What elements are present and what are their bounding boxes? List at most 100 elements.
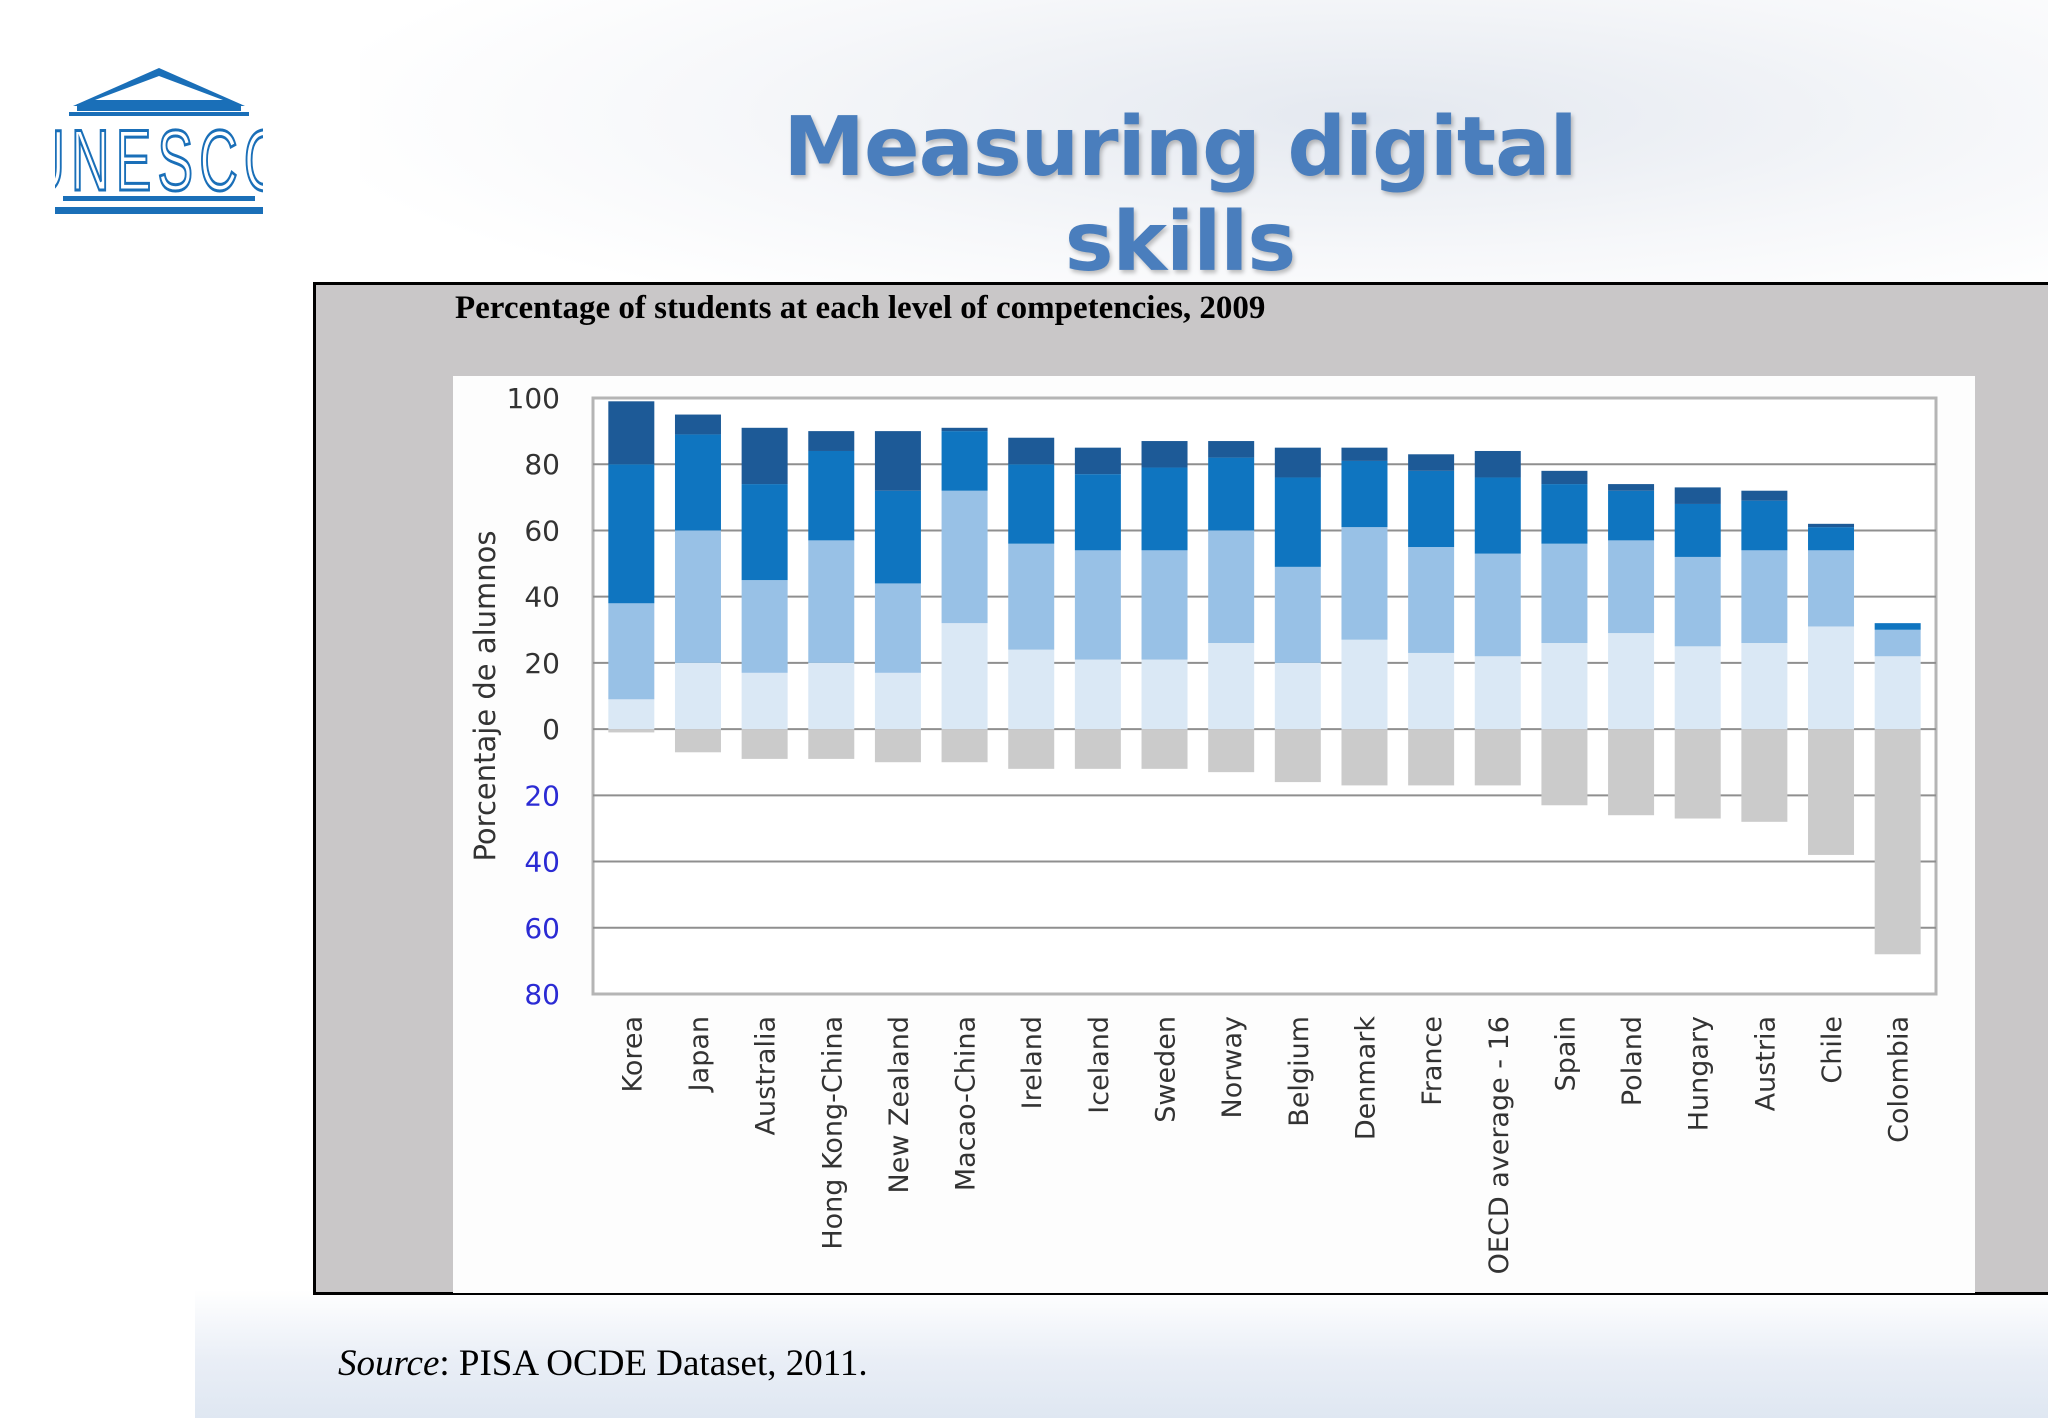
- bar-segment-below-baseline: [1074, 729, 1121, 769]
- bar-segment-level-mid: [1808, 550, 1855, 627]
- bar-segment-level-mid: [1541, 543, 1588, 644]
- bar-segment-level-top: [1608, 484, 1655, 491]
- bar-segment-level-high: [1674, 503, 1721, 557]
- bar-segment-level-top: [1408, 454, 1455, 471]
- x-tick-label: Australia: [751, 1016, 782, 1135]
- x-tick-label: Norway: [1217, 1016, 1248, 1118]
- y-tick-label: 40: [524, 846, 560, 879]
- bar-segment-below-baseline: [874, 729, 921, 763]
- x-tick-label: New Zealand: [884, 1016, 915, 1193]
- bar-segment-level-mid: [1341, 527, 1388, 640]
- slide-title: Measuring digital skills: [783, 100, 1577, 290]
- bar-segment-level-low: [874, 672, 921, 730]
- y-tick-label: 40: [524, 581, 560, 614]
- bar-segment-level-high: [1008, 464, 1055, 544]
- y-tick-label: 20: [524, 779, 560, 812]
- bar-segment-level-top: [1674, 487, 1721, 504]
- x-tick-label: Spain: [1550, 1016, 1581, 1091]
- x-tick-label: Chile: [1817, 1016, 1848, 1084]
- x-tick-label: Hong Kong-China: [817, 1016, 848, 1250]
- bar-segment-level-top: [1008, 437, 1055, 465]
- bar-segment-below-baseline: [1274, 729, 1321, 783]
- bar-segment-below-baseline: [608, 729, 655, 733]
- plot-frame: [591, 396, 1938, 996]
- bar-segment-level-mid: [1008, 543, 1055, 650]
- bar-segment-level-top: [674, 414, 721, 435]
- stacked-bar-chart: 100 80 60 40 20 0 20 40 60 80 Porcentaje de alumno…: [453, 376, 1975, 1293]
- bar-segment-level-mid: [1674, 556, 1721, 647]
- bar-segment-level-mid: [674, 530, 721, 663]
- bar-segment-level-top: [1474, 450, 1521, 478]
- bar-segment-below-baseline: [1741, 729, 1788, 822]
- bar-segment-level-low: [808, 662, 855, 730]
- bar-segment-below-baseline: [741, 729, 788, 759]
- bar-segment-level-high: [674, 434, 721, 531]
- bar-segment-level-mid: [1741, 550, 1788, 644]
- bar-segment-below-baseline: [808, 729, 855, 759]
- x-tick-label: Belgium: [1284, 1016, 1315, 1127]
- bar-segment-below-baseline: [1808, 729, 1855, 855]
- bar-segment-below-baseline: [1541, 729, 1588, 806]
- bar-segment-level-high: [741, 484, 788, 581]
- x-tick-label: Iceland: [1084, 1016, 1115, 1114]
- x-tick-label: OECD average - 16: [1484, 1016, 1515, 1274]
- bar-segment-below-baseline: [674, 729, 721, 753]
- bar-segment-level-high: [1141, 467, 1188, 551]
- y-tick-label: 100: [507, 382, 560, 415]
- bar-segment-level-high: [1274, 477, 1321, 567]
- bar-segment-level-high: [1408, 470, 1455, 547]
- x-tick-label: Austria: [1750, 1016, 1781, 1111]
- x-tick-label: Hungary: [1684, 1016, 1715, 1131]
- bar-segment-level-high: [1808, 527, 1855, 551]
- bar-segment-below-baseline: [941, 729, 988, 763]
- bar-segment-level-mid: [1208, 530, 1255, 644]
- x-tick-label: France: [1417, 1016, 1448, 1106]
- bar-segment-level-low: [941, 623, 988, 730]
- bar-segment-below-baseline: [1408, 729, 1455, 786]
- bar-segment-level-high: [1208, 457, 1255, 531]
- x-tick-label: Korea: [617, 1016, 648, 1093]
- y-axis-label: Porcentaje de alumnos: [468, 530, 502, 861]
- bar-segment-level-top: [1741, 490, 1788, 501]
- bar-segment-level-mid: [1874, 629, 1921, 657]
- bar-segment-level-high: [1874, 623, 1921, 630]
- bar-segment-level-mid: [874, 583, 921, 673]
- y-tick-label: 0: [542, 713, 560, 746]
- bar-segment-level-mid: [1274, 566, 1321, 663]
- bar-segment-level-mid: [1408, 547, 1455, 653]
- x-tick-label: Sweden: [1151, 1016, 1182, 1123]
- y-tick-label: 20: [524, 647, 560, 680]
- y-tick-label: 60: [524, 514, 560, 547]
- bar-segment-level-low: [608, 699, 655, 730]
- source-label: Source: [338, 1343, 440, 1384]
- unesco-logo: UNESCO: [55, 68, 263, 214]
- bar-segment-level-mid: [1474, 553, 1521, 657]
- bar-segment-level-high: [941, 431, 988, 491]
- bar-segment-level-top: [1141, 441, 1188, 468]
- bar-segment-level-top: [1808, 523, 1855, 528]
- bar-segment-below-baseline: [1008, 729, 1055, 769]
- bar-segment-level-mid: [608, 603, 655, 700]
- bar-segment-level-top: [808, 431, 855, 451]
- bar-segment-level-top: [1274, 447, 1321, 478]
- bar-segment-below-baseline: [1874, 729, 1921, 955]
- bar-segment-level-low: [1541, 643, 1588, 730]
- background-bottom-band: [195, 1290, 2048, 1418]
- bar-segment-level-high: [1741, 500, 1788, 551]
- bar-segment-level-low: [1074, 659, 1121, 730]
- bar-segment-level-high: [1608, 490, 1655, 541]
- bar-segment-level-low: [1208, 643, 1255, 730]
- bar-segment-level-mid: [808, 540, 855, 663]
- bar-segment-level-low: [1808, 626, 1855, 730]
- bar-segment-level-low: [674, 662, 721, 730]
- bar-segment-level-top: [941, 427, 988, 432]
- bar-segment-level-high: [608, 464, 655, 604]
- bar-segment-level-top: [741, 427, 788, 485]
- bar-segment-below-baseline: [1674, 729, 1721, 819]
- bar-segment-level-mid: [1608, 540, 1655, 634]
- bar-segment-below-baseline: [1608, 729, 1655, 816]
- bar-segment-level-low: [1741, 643, 1788, 730]
- bar-segment-level-low: [1474, 656, 1521, 730]
- bar-segment-level-top: [1074, 447, 1121, 475]
- x-tick-label: Poland: [1617, 1016, 1648, 1106]
